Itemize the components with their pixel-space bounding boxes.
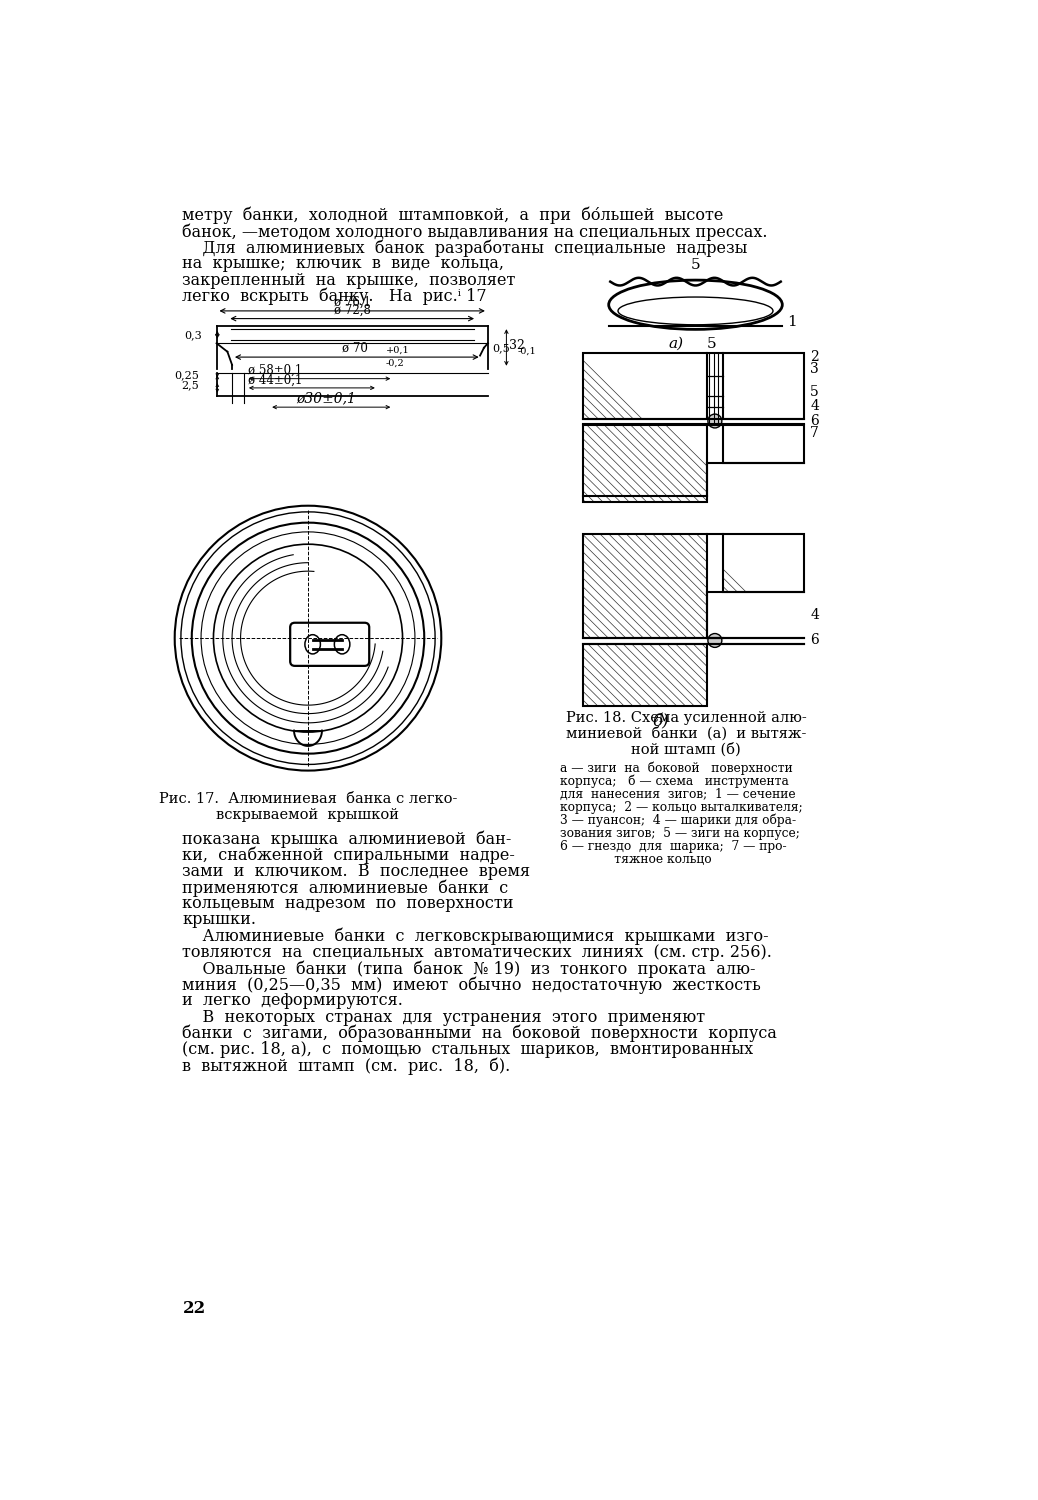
- Text: показана  крышка  алюминиевой  бан-: показана крышка алюминиевой бан-: [183, 831, 512, 848]
- Text: 2: 2: [811, 350, 819, 364]
- Text: ø 44±0,1: ø 44±0,1: [247, 374, 302, 387]
- Bar: [583, 424, 707, 502]
- Text: ø 76,1: ø 76,1: [333, 296, 371, 309]
- Text: 1: 1: [787, 315, 797, 328]
- Text: ки,  снабженной  спиральными  надре-: ки, снабженной спиральными надре-: [183, 847, 515, 864]
- Text: 3: 3: [811, 362, 819, 375]
- Text: корпуса;   б — схема   инструмента: корпуса; б — схема инструмента: [559, 774, 789, 788]
- Text: кольцевым  надрезом  по  поверхности: кольцевым надрезом по поверхности: [183, 896, 514, 912]
- Text: миния  (0,25—0,35  мм)  имеют  обычно  недостаточную  жесткость: миния (0,25—0,35 мм) имеют обычно недост…: [183, 976, 761, 993]
- Text: Овальные  банки  (типа  банок  № 19)  из  тонкого  проката  алю-: Овальные банки (типа банок № 19) из тонк…: [183, 960, 756, 978]
- Text: 0,5: 0,5: [492, 344, 511, 352]
- Text: в  вытяжной  штамп  (см.  рис.  18,  б).: в вытяжной штамп (см. рис. 18, б).: [183, 1058, 511, 1074]
- Text: 7: 7: [811, 426, 819, 439]
- Text: 22: 22: [183, 1300, 206, 1317]
- Text: Алюминиевые  банки  с  легковскрывающимися  крышками  изго-: Алюминиевые банки с легковскрывающимися …: [183, 927, 769, 945]
- Text: Рис. 18. Схема усиленной алю-: Рис. 18. Схема усиленной алю-: [566, 711, 807, 726]
- Text: ø30±0,1: ø30±0,1: [297, 392, 356, 405]
- Text: ø 72,8: ø 72,8: [334, 303, 371, 316]
- Bar: [583, 534, 707, 638]
- Text: товляются  на  специальных  автоматических  линиях  (см. стр. 256).: товляются на специальных автоматических …: [183, 944, 772, 962]
- Text: 6: 6: [811, 633, 819, 648]
- Text: тяжное кольцо: тяжное кольцо: [559, 853, 711, 865]
- Text: 3 — пуансон;  4 — шарики для обра-: 3 — пуансон; 4 — шарики для обра-: [559, 813, 796, 826]
- Text: на  крышке;  ключик  в  виде  кольца,: на крышке; ключик в виде кольца,: [183, 255, 504, 273]
- Text: ø 70: ø 70: [342, 342, 367, 355]
- Text: 5: 5: [690, 258, 701, 273]
- Text: крышки.: крышки.: [183, 912, 256, 928]
- Text: 5: 5: [811, 386, 819, 399]
- Text: банок, —методом холодного выдавливания на специальных прессах.: банок, —методом холодного выдавливания н…: [183, 224, 768, 240]
- Text: для  нанесения  зигов;  1 — сечение: для нанесения зигов; 1 — сечение: [559, 788, 795, 801]
- Text: -0,1: -0,1: [517, 346, 536, 355]
- Bar: [722, 354, 804, 419]
- Text: ной штамп (б): ной штамп (б): [631, 742, 741, 756]
- Text: а): а): [668, 338, 683, 351]
- Text: Рис. 17.  Алюминиевая  банка с легко-: Рис. 17. Алюминиевая банка с легко-: [159, 792, 457, 806]
- Text: зования зигов;  5 — зиги на корпусе;: зования зигов; 5 — зиги на корпусе;: [559, 827, 799, 840]
- Bar: [722, 424, 804, 464]
- Text: ø 58±0,1: ø 58±0,1: [247, 364, 302, 376]
- Text: 4: 4: [811, 399, 819, 412]
- Text: метру  банки,  холодной  штамповкой,  а  при  бо́льшей  высоте: метру банки, холодной штамповкой, а при …: [183, 207, 723, 225]
- Text: +0,1: +0,1: [385, 346, 409, 355]
- Text: зами  и  ключиком.  В  последнее  время: зами и ключиком. В последнее время: [183, 862, 530, 880]
- Text: 4: 4: [811, 608, 819, 622]
- Text: 0,3: 0,3: [184, 330, 201, 340]
- Text: закрепленный  на  крышке,  позволяет: закрепленный на крышке, позволяет: [183, 272, 516, 288]
- Text: вскрываемой  крышкой: вскрываемой крышкой: [217, 808, 400, 822]
- Text: 6: 6: [811, 414, 819, 428]
- Bar: [722, 534, 804, 592]
- Text: -0,2: -0,2: [385, 358, 404, 368]
- Text: а — зиги  на  боковой   поверхности: а — зиги на боковой поверхности: [559, 762, 793, 776]
- Text: и  легко  деформируются.: и легко деформируются.: [183, 993, 404, 1010]
- Text: миниевой  банки  (а)  и вытяж-: миниевой банки (а) и вытяж-: [566, 726, 807, 741]
- Circle shape: [708, 633, 721, 648]
- Text: 5: 5: [707, 338, 717, 351]
- Bar: [583, 645, 707, 706]
- Circle shape: [708, 414, 721, 428]
- Bar: [583, 354, 707, 419]
- Text: применяются  алюминиевые  банки  с: применяются алюминиевые банки с: [183, 879, 509, 897]
- Text: легко  вскрыть  банку.   На  рис.ⁱ 17: легко вскрыть банку. На рис.ⁱ 17: [183, 288, 487, 306]
- Text: корпуса;  2 — кольцо выталкивателя;: корпуса; 2 — кольцо выталкивателя;: [559, 801, 802, 813]
- Text: 2,5: 2,5: [182, 380, 199, 390]
- Text: 32: 32: [510, 339, 525, 352]
- Text: Для  алюминиевых  банок  разработаны  специальные  надрезы: Для алюминиевых банок разработаны специа…: [183, 240, 747, 256]
- Text: (см. рис. 18, а),  с  помощью  стальных  шариков,  вмонтированных: (см. рис. 18, а), с помощью стальных шар…: [183, 1041, 754, 1058]
- Text: б): б): [652, 714, 668, 730]
- Text: В  некоторых  странах  для  устранения  этого  применяют: В некоторых странах для устранения этого…: [183, 1008, 706, 1026]
- Text: 0,25: 0,25: [174, 370, 199, 381]
- Text: банки  с  зигами,  образованными  на  боковой  поверхности  корпуса: банки с зигами, образованными на боковой…: [183, 1024, 777, 1042]
- Text: 6 — гнездо  для  шарика;  7 — про-: 6 — гнездо для шарика; 7 — про-: [559, 840, 787, 854]
